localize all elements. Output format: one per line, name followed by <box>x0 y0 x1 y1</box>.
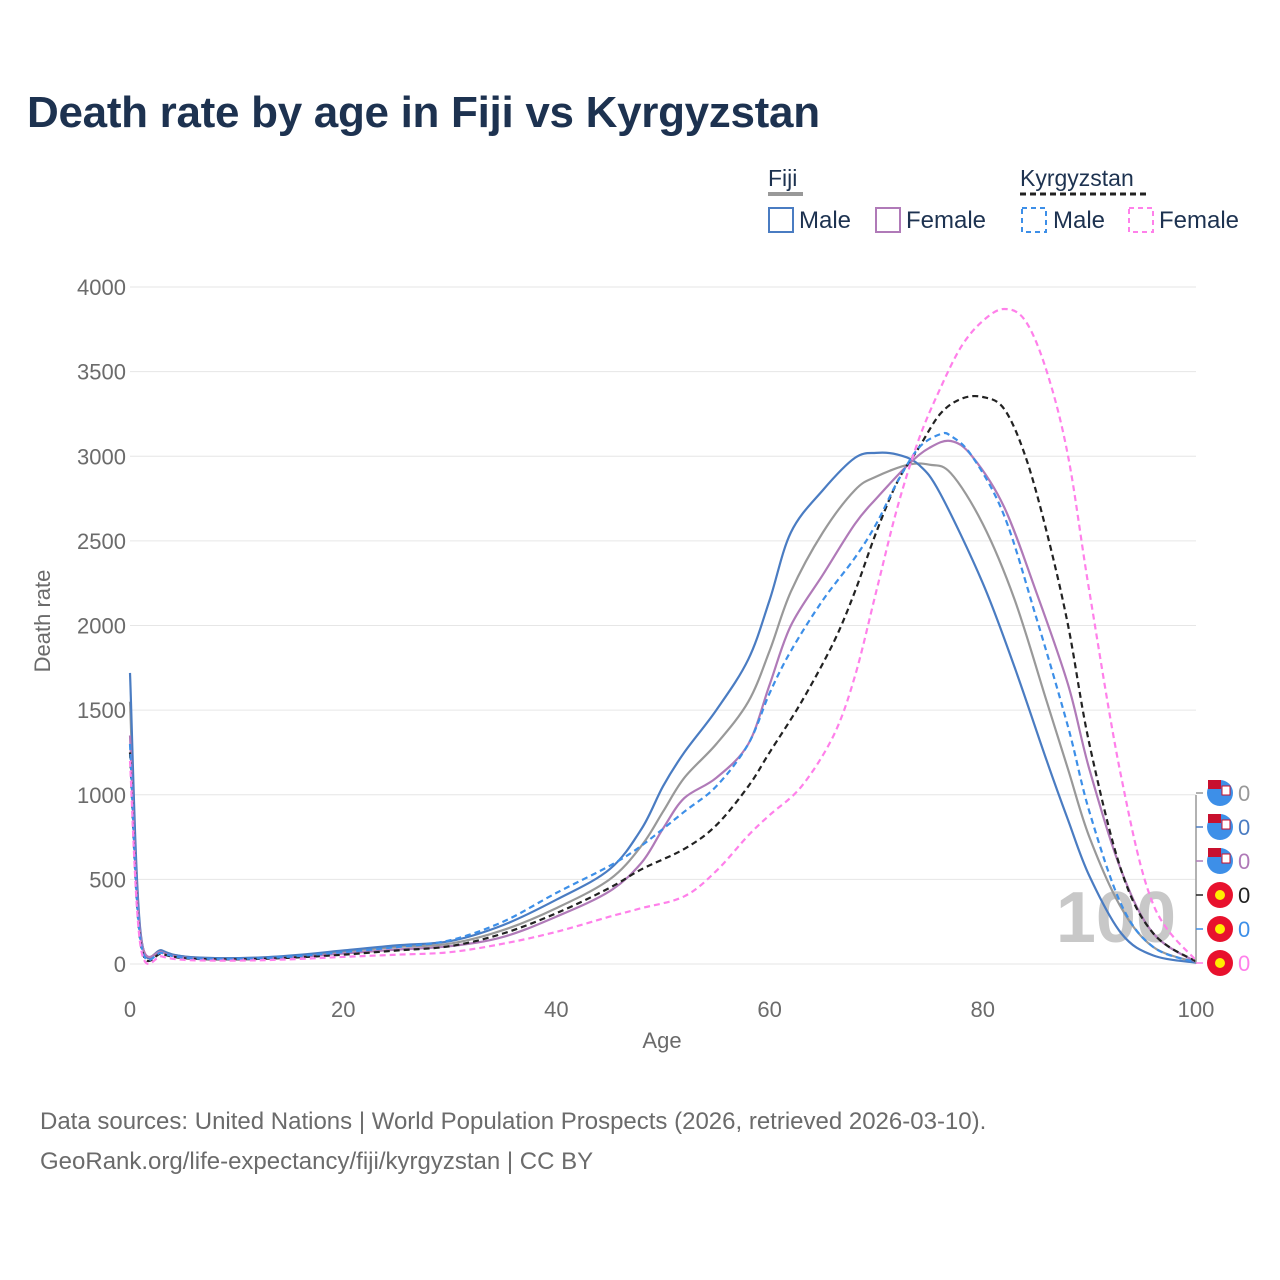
y-tick-label: 2000 <box>77 614 126 639</box>
x-tick-label: 20 <box>331 997 355 1022</box>
end-value-label: 0 <box>1238 951 1250 976</box>
flag-fiji-shield <box>1221 785 1231 796</box>
series-line-fiji-total <box>128 462 1197 964</box>
legend-box-kyrgyzstan-male[interactable] <box>1021 207 1047 233</box>
y-tick-label: 1500 <box>77 698 126 723</box>
footer-source: Data sources: United Nations | World Pop… <box>40 1108 987 1135</box>
flag-fiji-canton <box>1208 814 1221 823</box>
end-value-label: 0 <box>1238 883 1250 908</box>
footer-url[interactable]: GeoRank.org/life-expectancy/fiji/kyrgyzs… <box>40 1148 594 1175</box>
series <box>128 307 1197 965</box>
legend-label-fiji-female[interactable]: Female <box>906 207 986 234</box>
flag-fiji-shield <box>1221 853 1231 864</box>
y-tick-label: 1000 <box>77 783 126 808</box>
flag-kyrgyzstan-sun <box>1215 958 1225 968</box>
flag-kyrgyzstan-sun <box>1215 924 1225 934</box>
grid <box>130 286 1196 965</box>
legend[interactable]: Fiji Kyrgyzstan Male Female Male Female <box>768 165 1239 234</box>
legend-box-fiji-male[interactable] <box>768 207 794 233</box>
y-tick-label: 0 <box>114 952 126 977</box>
y-tick-label: 4000 <box>77 275 126 300</box>
y-axis-ticks: 0 500 1000 1500 2000 2500 3000 3500 4000 <box>77 275 126 977</box>
end-value-label: 0 <box>1238 849 1250 874</box>
flag-fiji-shield <box>1221 819 1231 830</box>
end-value-label: 0 <box>1238 917 1250 942</box>
legend-box-fiji-female[interactable] <box>875 207 901 233</box>
end-value-label: 0 <box>1238 815 1250 840</box>
x-tick-label: 80 <box>971 997 995 1022</box>
series-line-kyrgyzstan-total <box>128 394 1197 963</box>
flag-fiji-canton <box>1208 848 1221 857</box>
series-line-kyrgyzstan-male <box>128 431 1197 964</box>
y-tick-label: 3000 <box>77 444 126 469</box>
series-line-fiji-male <box>128 451 1197 964</box>
series-line-fiji-female <box>128 439 1197 963</box>
x-tick-label: 40 <box>544 997 568 1022</box>
legend-box-kyrgyzstan-female[interactable] <box>1128 207 1154 233</box>
y-tick-label: 500 <box>89 867 126 892</box>
x-tick-label: 100 <box>1178 997 1215 1022</box>
flag-fiji-canton <box>1208 780 1221 789</box>
y-tick-label: 2500 <box>77 529 126 554</box>
y-axis-title: Death rate <box>30 570 55 673</box>
end-value-label: 0 <box>1238 781 1250 806</box>
page-title: Death rate by age in Fiji vs Kyrgyzstan <box>27 88 820 137</box>
flag-kyrgyzstan-sun <box>1215 890 1225 900</box>
legend-label-kyrgyzstan-male[interactable]: Male <box>1053 207 1105 234</box>
legend-group-kyrgyzstan[interactable]: Kyrgyzstan <box>1020 165 1134 191</box>
legend-label-kyrgyzstan-female[interactable]: Female <box>1159 207 1239 234</box>
legend-label-fiji-male[interactable]: Male <box>799 207 851 234</box>
x-axis-title: Age <box>642 1028 681 1053</box>
year-watermark: 100 <box>1056 878 1176 958</box>
y-tick-label: 3500 <box>77 360 126 385</box>
x-tick-label: 60 <box>757 997 781 1022</box>
end-markers: 0 0 0 0 0 0 <box>1195 780 1250 976</box>
legend-group-fiji[interactable]: Fiji <box>768 165 797 191</box>
x-axis-ticks: 0 20 40 60 80 100 <box>124 997 1214 1022</box>
x-tick-label: 0 <box>124 997 136 1022</box>
series-line-kyrgyzstan-female <box>128 307 1197 965</box>
